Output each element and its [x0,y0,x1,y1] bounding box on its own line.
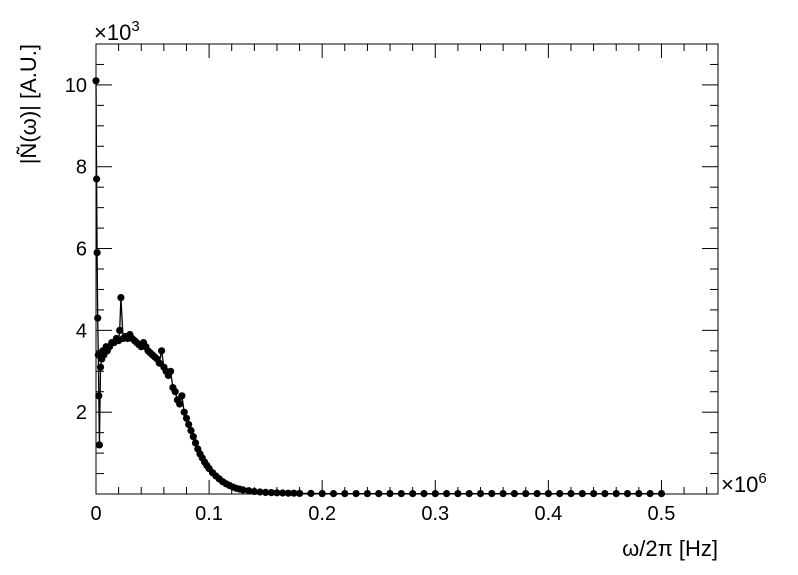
data-point [601,490,609,498]
data-point [158,347,166,355]
data-point [155,359,163,367]
data-point [178,392,186,400]
data-point [92,77,100,85]
data-point [443,490,451,498]
data-point [267,489,275,497]
data-point [176,400,184,408]
data-point [93,175,101,183]
data-point [307,489,315,497]
data-point [567,490,575,498]
data-point [409,490,417,498]
data-point [352,490,360,498]
data-point [465,490,473,498]
x-tick-label: 0.2 [308,503,336,525]
data-point [476,490,485,498]
x-tick-labels: 0 0.1 0.2 0.3 0.4 0.5 [90,503,675,525]
data-point [544,490,553,498]
data-point [623,490,632,498]
series-markers [92,77,666,498]
data-point [290,489,298,497]
y-tick-label: 8 [76,157,87,179]
data-point [341,490,349,498]
series-line [95,80,662,495]
data-point [250,487,258,496]
data-point [94,314,102,322]
data-point [116,326,124,334]
data-point [329,490,338,498]
data-point [420,490,428,498]
data-point [363,490,371,498]
y-tick-label: 6 [76,239,87,261]
y-tick-label: 2 [76,402,87,424]
data-point [612,490,620,498]
data-point [279,489,287,497]
x-tick-label: 0.3 [421,503,449,525]
data-point [590,490,598,498]
data-point [239,486,247,494]
data-point [262,488,270,496]
y-axis-label: |Ñ(ω)| [A.U.] [16,44,41,164]
data-point [93,249,101,257]
data-point [375,490,383,498]
x-tick-label: 0 [90,503,101,525]
data-point [635,490,643,498]
y-multiplier: ×103 [94,18,140,45]
x-tick-label: 0.1 [195,503,223,525]
data-point [117,294,125,302]
y-tick-label: 4 [76,320,87,342]
data-point [431,490,439,498]
data-point [510,490,518,498]
data-point [187,427,195,435]
data-point [182,414,191,422]
data-point [273,489,281,497]
data-point [185,420,193,429]
y-tick-label: 10 [65,75,87,97]
data-point [191,439,200,447]
data-point [454,490,462,498]
data-point [189,433,197,441]
data-point [245,487,253,495]
data-point [657,490,666,498]
data-point [533,490,541,498]
data-point [318,490,326,498]
data-point [499,490,507,498]
data-point [96,363,105,371]
data-point [488,490,496,498]
x-multiplier: ×106 [721,470,767,497]
data-point [578,490,586,498]
x-tick-label: 0.4 [534,503,562,525]
x-axis-label: ω/2π [Hz] [622,536,718,561]
data-point [256,488,264,496]
data-point [284,489,292,497]
x-tick-label: 0.5 [648,503,676,525]
data-point [522,490,530,498]
data-point [95,392,103,400]
data-point [171,388,179,396]
data-point [397,490,405,498]
data-point [296,489,304,497]
data-point [646,490,654,498]
y-tick-labels: 2 4 6 8 10 [65,75,87,424]
data-point [180,408,188,416]
data-point [556,490,564,498]
data-point [167,367,175,375]
data-point [95,441,103,449]
data-point [386,490,394,498]
